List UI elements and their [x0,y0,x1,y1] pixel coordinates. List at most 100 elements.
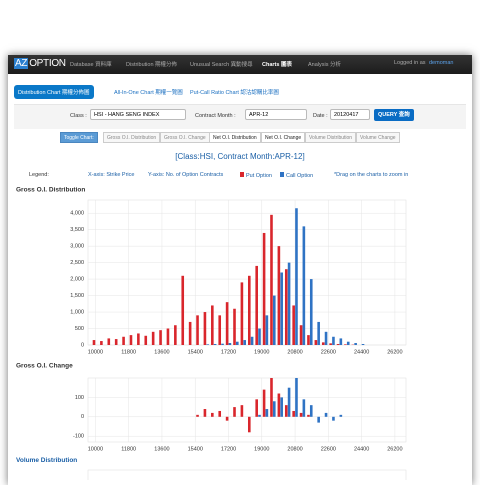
x-tick-label: 15400 [188,349,203,355]
bar [218,411,221,417]
bar [278,246,281,345]
bar [329,343,332,345]
bar [332,417,335,421]
x-tick-label: 11800 [121,349,136,355]
x-tick-label: 11800 [121,446,136,452]
bar [307,335,310,345]
y-tick-label: 4,000 [70,211,84,217]
bar [295,378,298,417]
bar [196,415,199,417]
bar [317,322,320,345]
bar [340,338,343,345]
bar [354,343,357,345]
bar [93,340,96,345]
bar [226,417,229,421]
bar [258,329,261,345]
x-tick-label: 15400 [188,446,203,452]
bar [322,342,325,345]
x-tick-label: 24400 [354,349,369,355]
bar [325,413,328,417]
bar [159,330,162,345]
bar [315,340,318,345]
y-tick-label: 0 [81,414,84,420]
bar [278,394,281,417]
bar [280,273,283,346]
bar [221,344,224,345]
bar [152,332,155,345]
bar [285,405,288,417]
chart-title: Gross O.I. Change [16,363,73,370]
bar [280,397,283,416]
bar [288,263,291,345]
bar [211,305,214,345]
bar [122,337,125,345]
bar [263,233,266,345]
y-tick-label: 100 [75,395,84,401]
bar [233,407,236,417]
bar [144,336,147,345]
bar [236,342,239,345]
x-tick-label: 20800 [287,349,302,355]
bar [204,312,207,345]
bar [310,279,313,345]
y-tick-label: 3,000 [70,244,84,250]
bar [300,413,303,417]
bar [248,417,251,433]
x-tick-label: 17200 [221,349,236,355]
y-tick-label: -100 [73,434,84,440]
bar [325,332,328,345]
bar [167,329,170,345]
bar [248,276,251,345]
bar [251,337,254,345]
bar [241,282,244,345]
bar [303,226,306,345]
bar [266,409,269,417]
bar [100,341,103,345]
bar [347,342,350,345]
bar [137,333,140,345]
bar [270,215,273,345]
bar [255,399,258,416]
bar [214,344,217,345]
bar [300,325,303,345]
bar [310,405,313,417]
bar [332,337,335,345]
bar [263,390,266,417]
bar [285,269,288,345]
plot-frame [88,378,406,442]
bar [255,266,258,345]
bar [303,399,306,416]
bar [317,417,320,423]
bar [189,322,192,345]
bar [115,339,118,345]
x-tick-label: 26200 [387,349,402,355]
x-tick-label: 22600 [321,446,336,452]
bar [107,338,110,345]
x-tick-label: 20800 [287,446,302,452]
y-tick-label: 1,500 [70,293,84,299]
bar [362,344,365,345]
x-tick-label: 26200 [387,446,402,452]
x-tick-label: 24400 [354,446,369,452]
chart-title: Gross O.I. Distribution [16,187,85,194]
x-tick-label: 13600 [154,446,169,452]
bar [233,309,236,345]
bar [211,413,214,417]
bar [295,208,298,345]
x-tick-label: 10000 [88,349,103,355]
bar [258,415,261,417]
x-tick-label: 13600 [154,349,169,355]
bar [273,401,276,417]
y-tick-label: 2,500 [70,260,84,266]
plot-frame [88,470,406,480]
bar [130,335,133,345]
plot-frame [88,200,406,345]
bar [307,415,310,417]
bar [340,415,343,417]
x-tick-label: 19000 [254,349,269,355]
bar [226,302,229,345]
y-tick-label: 0 [81,342,84,348]
x-tick-label: 17200 [221,446,236,452]
bar [243,340,246,345]
